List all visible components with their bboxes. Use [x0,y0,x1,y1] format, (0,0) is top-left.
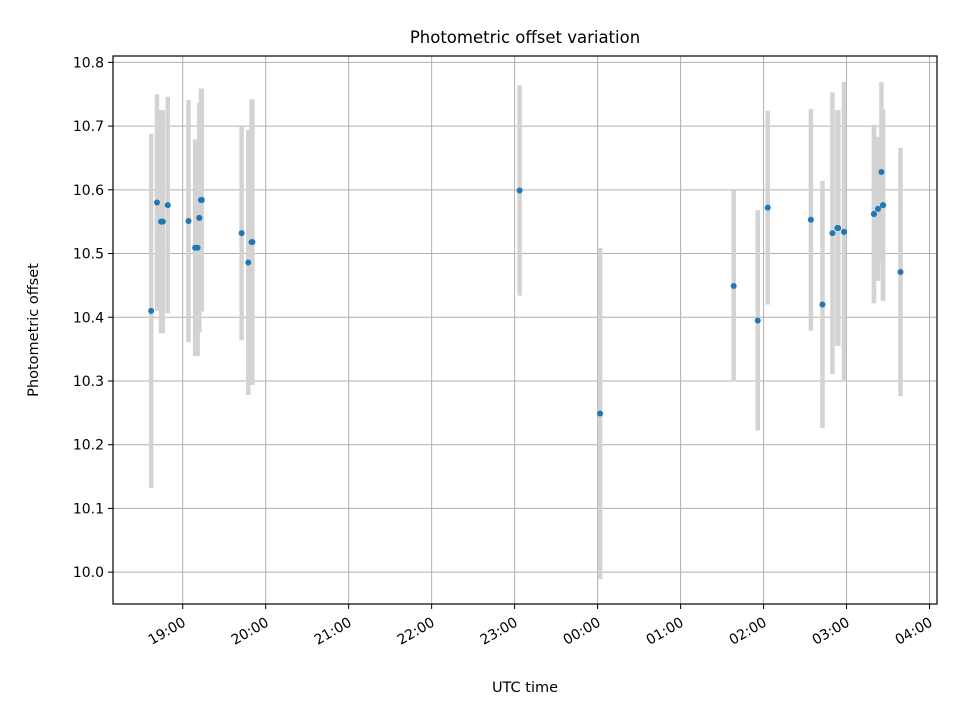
y-tick-label: 10.0 [73,565,104,581]
y-tick-label: 10.5 [73,247,104,263]
y-tick-label: 10.8 [73,55,104,71]
data-point [238,230,245,237]
data-point [835,225,842,232]
data-point [829,230,836,237]
data-point [875,205,882,212]
x-axis-label: UTC time [492,680,558,696]
data-point [148,307,155,314]
chart-title: Photometric offset variation [410,28,640,47]
grid-layer [113,56,937,604]
data-point [159,218,166,225]
data-point [249,239,256,246]
y-tick-label: 10.1 [73,501,104,517]
data-point-layer [148,168,904,417]
data-point [880,202,887,209]
data-point [153,199,160,206]
data-point [819,301,826,308]
data-point [164,202,171,209]
y-tick-label: 10.2 [73,438,104,454]
data-point [196,214,203,221]
data-point [754,317,761,324]
data-point [764,204,771,211]
data-point [841,228,848,235]
data-point [194,244,201,251]
data-point [870,211,877,218]
data-point [198,197,205,204]
y-tick-label: 10.3 [73,374,104,390]
y-axis: 10.0 10.1 10.2 10.3 10.4 10.5 10.6 10.7 10.8 [73,55,113,581]
data-point [878,168,885,175]
y-tick-label: 10.4 [73,310,104,326]
data-point [185,218,192,225]
data-point [730,283,737,290]
data-point [516,187,523,194]
data-point [597,410,604,417]
data-point [245,259,252,266]
plot-frame [112,55,938,605]
data-point [807,216,814,223]
y-axis-label: Photometric offset [26,263,42,397]
y-tick-label: 10.6 [73,183,104,199]
data-point [897,269,904,276]
y-tick-label: 10.7 [73,119,104,135]
